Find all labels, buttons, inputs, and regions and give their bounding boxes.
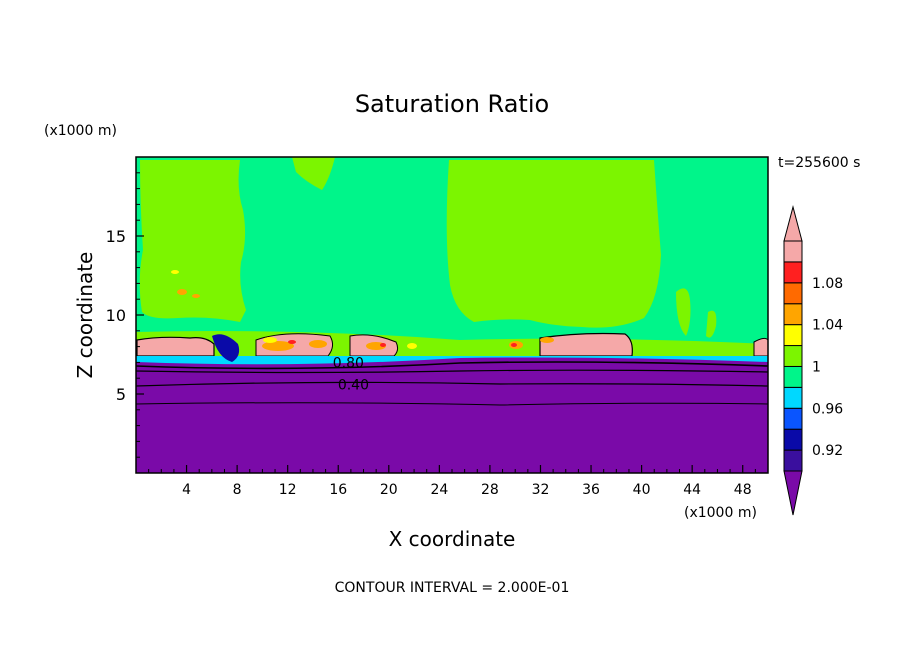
x-axis-ticks: 4 8 12 16 20 24 28 32 36 40 44 48 [148, 465, 756, 498]
contour-line-0.60 [136, 369, 768, 374]
red-cell-1 [288, 340, 296, 344]
supersaturated-column-west [139, 160, 246, 322]
contour-line-0.80 [136, 361, 768, 370]
colorbar-swatch [783, 449, 803, 472]
lower-dry-layer [136, 357, 768, 473]
time-label: t=255600 s [778, 155, 860, 171]
colorbar-over-arrow [783, 205, 803, 242]
green-patch-3 [706, 310, 717, 338]
contour-line-0.40 [136, 381, 768, 387]
x-tick-label: 28 [481, 482, 499, 498]
orange-cell-1 [262, 341, 294, 351]
chart-title: Saturation Ratio [355, 90, 549, 118]
orange-cell-6 [177, 289, 187, 295]
green-patch-2 [676, 288, 691, 336]
colorbar-swatch [783, 365, 803, 388]
x-tick-label: 32 [532, 482, 550, 498]
x-tick-label: 4 [182, 482, 191, 498]
x-tick-label: 12 [279, 482, 297, 498]
x-tick-label: 8 [233, 482, 242, 498]
red-cell-2 [380, 343, 386, 347]
y-unit-label: (x1000 m) [44, 123, 117, 139]
contour-field: 0.80 0.40 [136, 157, 768, 473]
cloud-layer-mid-3 [753, 337, 768, 357]
x-tick-label: 44 [683, 482, 701, 498]
x-tick-label: 36 [582, 482, 600, 498]
colorbar-tick-label: 0.96 [812, 401, 843, 417]
yellow-cell-1 [263, 337, 277, 343]
x-tick-label: 24 [430, 482, 448, 498]
x-axis-label: X coordinate [389, 527, 516, 551]
y-tick-label: 15 [106, 227, 126, 246]
colorbar-under-arrow [783, 470, 803, 516]
colorbar-swatch [783, 324, 803, 347]
x-tick-label: 20 [380, 482, 398, 498]
red-cell-3 [511, 343, 517, 347]
colorbar-swatch [783, 428, 803, 451]
green-patch-1 [292, 157, 335, 190]
y-tick-label: 5 [116, 385, 126, 404]
colorbar-tick-label: 1.04 [812, 318, 843, 334]
orange-cell-7 [192, 294, 200, 298]
y-tick-label: 10 [106, 306, 126, 325]
colorbar-swatch [783, 407, 803, 430]
colorbar-tick-label: 0.92 [812, 443, 843, 459]
contour-label: 0.40 [338, 378, 369, 394]
x-tick-label: 40 [633, 482, 651, 498]
supersaturated-column-east [446, 160, 661, 328]
colorbar: 1.08 1.04 1 0.96 0.92 [783, 205, 843, 516]
colorbar-swatch [783, 261, 803, 284]
blue-transition-band [212, 334, 240, 362]
cloud-layer-west [136, 336, 215, 357]
x-tick-label: 48 [734, 482, 752, 498]
orange-cell-2 [309, 340, 327, 348]
y-axis-ticks: 5 10 15 [106, 172, 144, 458]
yellow-cell-3 [407, 343, 417, 349]
x-tick-label: 16 [329, 482, 347, 498]
colorbar-swatch [783, 345, 803, 367]
colorbar-tick-label: 1.08 [812, 276, 843, 292]
y-axis-label: Z coordinate [73, 252, 97, 379]
contour-label: 0.80 [333, 355, 364, 371]
colorbar-swatch [783, 240, 803, 263]
colorbar-swatch [783, 303, 803, 326]
orange-cell-5 [540, 337, 554, 343]
colorbar-swatch [783, 386, 803, 409]
colorbar-swatch [783, 282, 803, 305]
colorbar-tick-label: 1 [812, 359, 821, 375]
x-unit-label: (x1000 m) [684, 505, 757, 521]
yellow-cell-2 [171, 270, 179, 274]
cloud-layer-east [539, 332, 633, 357]
contour-interval-note: CONTOUR INTERVAL = 2.000E-01 [335, 580, 570, 596]
contour-line-0.20 [136, 402, 768, 406]
